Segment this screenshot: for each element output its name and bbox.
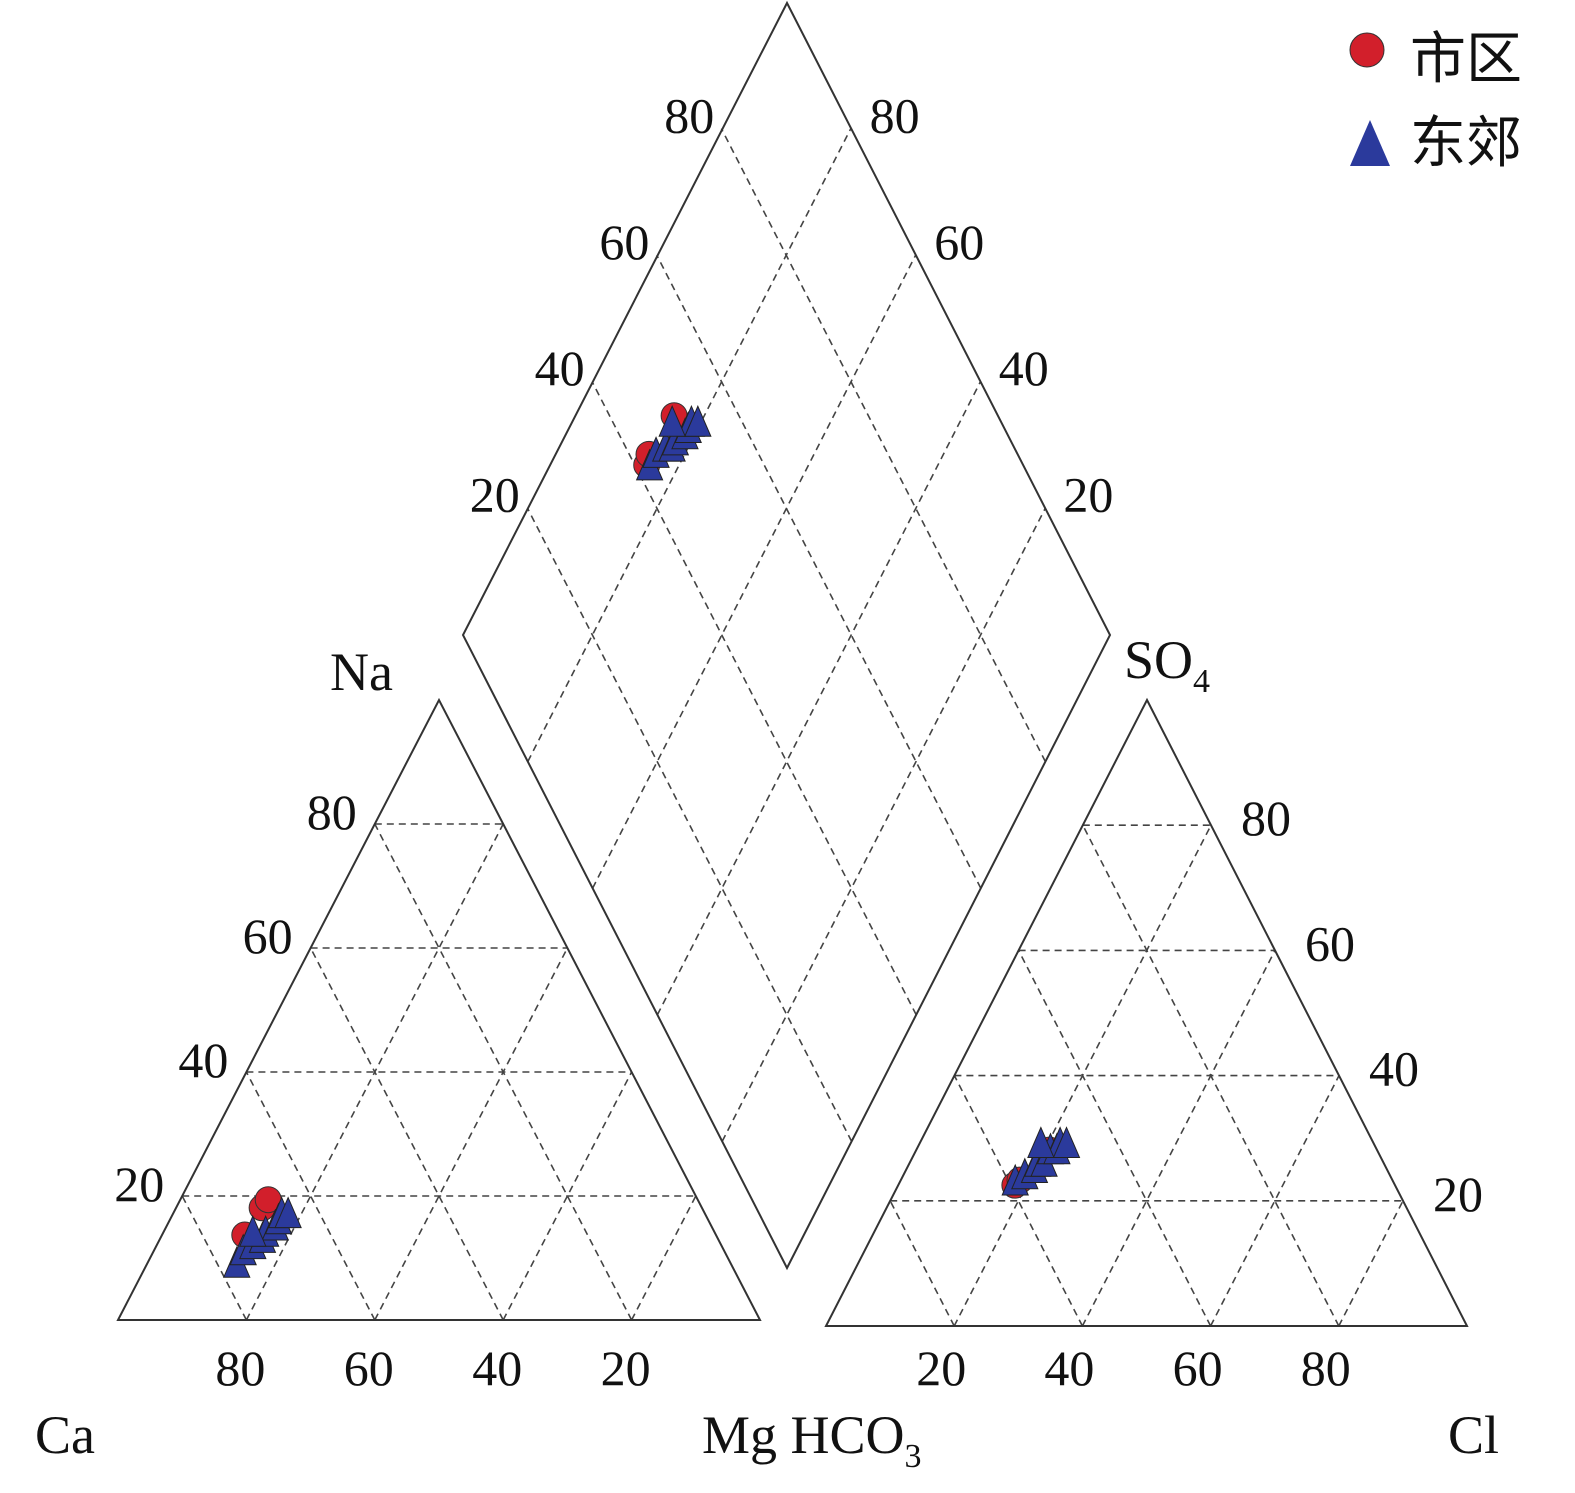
sample-point-dongjiao <box>239 1214 267 1247</box>
diamond-frame <box>461 0 1112 1271</box>
axis-label-so4: SO4 <box>1124 630 1210 700</box>
diamond-grid-line <box>526 508 853 1142</box>
cation-left-tick: 60 <box>243 908 293 964</box>
tick-labels: 80 60 40 20 20 40 60 80 20 40 60 80 20 40 60 80 20 40 60 80… <box>114 87 1483 1396</box>
diamond-left-tick: 60 <box>599 214 649 270</box>
sample-point-dongjiao <box>684 404 712 437</box>
axis-label-mg-hco3: Mg HCO3 <box>702 1405 922 1475</box>
cation-bottom-tick: 40 <box>472 1340 522 1396</box>
diamond-left-tick: 40 <box>535 340 585 396</box>
anion-right-tick: 40 <box>1369 1041 1419 1097</box>
cation-left-tick: 20 <box>114 1156 164 1212</box>
hco3-subscript: 3 <box>905 1438 922 1475</box>
sample-point-dongjiao <box>1027 1126 1055 1158</box>
anion-right-tick: 80 <box>1241 790 1291 846</box>
sample-point-dongjiao <box>658 404 686 437</box>
diamond-grid-line <box>656 254 982 889</box>
diamond-grid-line <box>721 508 1046 1142</box>
sample-point-dongjiao <box>1052 1126 1081 1158</box>
anion-bottom-tick: 40 <box>1044 1340 1094 1396</box>
axis-label-na: Na <box>330 642 393 702</box>
mg-hco3-text: Mg HCO <box>702 1405 905 1465</box>
anion-right-tick: 20 <box>1433 1166 1483 1222</box>
anion-grid-line <box>953 1075 1084 1327</box>
anion-bottom-tick: 80 <box>1301 1340 1351 1396</box>
diamond-grid-line <box>656 381 982 1016</box>
legend-triangle-icon <box>1350 120 1390 166</box>
cation-grid-line <box>309 947 504 1321</box>
legend-label-dongjiao: 东郊 <box>1410 113 1522 175</box>
cation-bottom-tick: 60 <box>344 1340 394 1396</box>
anion-grid-line <box>1081 950 1276 1327</box>
diamond-right-tick: 20 <box>1063 467 1113 523</box>
anion-grid-line <box>889 1200 955 1327</box>
cation-grid-line <box>630 1195 697 1321</box>
so4-subscript: 4 <box>1193 663 1210 700</box>
diamond-right-tick: 40 <box>999 340 1049 396</box>
anion-triangle-frame <box>824 697 1469 1327</box>
diamond-right-tick: 80 <box>870 87 920 143</box>
legend-label-shiqu: 市区 <box>1410 29 1522 91</box>
anion-grid-line <box>1338 1200 1404 1327</box>
cation-grid-line <box>502 1071 633 1321</box>
diamond-grid-line <box>527 128 852 762</box>
diamond-left-tick: 20 <box>470 467 520 523</box>
cation-bottom-tick: 80 <box>215 1340 265 1396</box>
axis-label-cl: Cl <box>1448 1405 1499 1465</box>
cation-left-tick: 40 <box>178 1032 228 1088</box>
cation-triangle-frame <box>116 697 762 1321</box>
anion-grid-line <box>1209 1075 1340 1327</box>
legend-circle-icon <box>1349 32 1385 68</box>
data-points <box>223 402 1081 1278</box>
anion-bottom-tick: 60 <box>1173 1340 1223 1396</box>
grid-layer <box>181 128 1404 1327</box>
cation-grid-line <box>245 1071 376 1321</box>
legend: 市区 东郊 <box>1349 29 1522 175</box>
diamond-right-tick: 60 <box>934 214 984 270</box>
cation-left-tick: 80 <box>307 784 357 840</box>
diamond-grid-line <box>591 381 917 1016</box>
anion-right-tick: 60 <box>1305 915 1355 971</box>
diamond-grid-line <box>591 254 917 889</box>
diamond-left-tick: 80 <box>664 87 714 143</box>
cation-grid-line <box>374 947 569 1321</box>
anion-bottom-tick: 20 <box>916 1340 966 1396</box>
so4-text: SO <box>1124 630 1193 690</box>
cation-bottom-tick: 20 <box>601 1340 651 1396</box>
frame-layer <box>116 0 1469 1327</box>
axis-label-ca: Ca <box>35 1405 95 1465</box>
sample-point-dongjiao <box>274 1196 302 1229</box>
anion-grid-line <box>1017 950 1212 1327</box>
diamond-grid-line <box>720 128 1047 762</box>
